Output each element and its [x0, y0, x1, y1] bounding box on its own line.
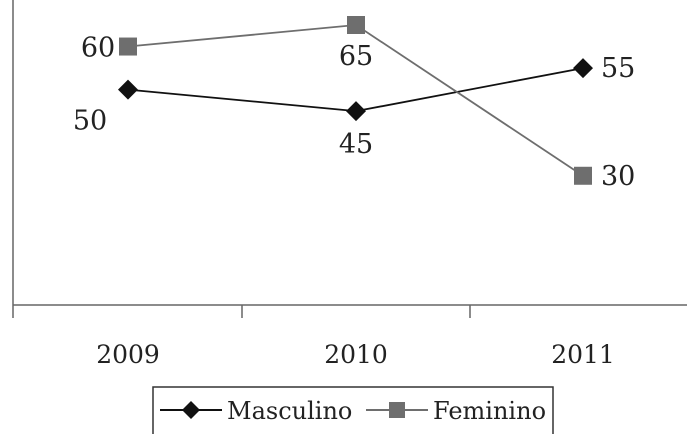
x-tick-labels: 2009 2010 2011: [96, 340, 615, 369]
legend: Masculino Feminino: [152, 386, 554, 434]
data-point-feminino-2011: [574, 166, 592, 185]
x-tick-label-2010: 2010: [324, 340, 388, 369]
legend-label-masculino: Masculino: [227, 397, 352, 425]
data-label-feminino-2009: 60: [81, 33, 115, 64]
data-point-masculino-2010: [346, 101, 366, 122]
data-label-masculino-2010: 45: [339, 129, 373, 160]
plot-frame: [12, 0, 687, 318]
data-point-masculino-2011: [573, 58, 593, 79]
data-point-feminino-2010: [347, 15, 365, 34]
x-tick-label-2011: 2011: [551, 340, 615, 369]
data-point-masculino-2009: [118, 79, 138, 100]
legend-label-feminino: Feminino: [433, 397, 546, 425]
data-label-feminino-2011: 30: [601, 161, 635, 192]
data-label-masculino-2009: 50: [73, 106, 107, 137]
legend-marker-feminino: [389, 402, 405, 418]
x-tick-label-2009: 2009: [96, 340, 160, 369]
series-feminino: 60 65 30: [81, 15, 635, 192]
series-masculino: 50 45 55: [73, 53, 636, 160]
data-label-masculino-2011: 55: [601, 53, 635, 84]
data-label-feminino-2010: 65: [339, 41, 373, 72]
data-point-feminino-2009: [119, 37, 137, 56]
legend-marker-masculino: [182, 401, 200, 419]
